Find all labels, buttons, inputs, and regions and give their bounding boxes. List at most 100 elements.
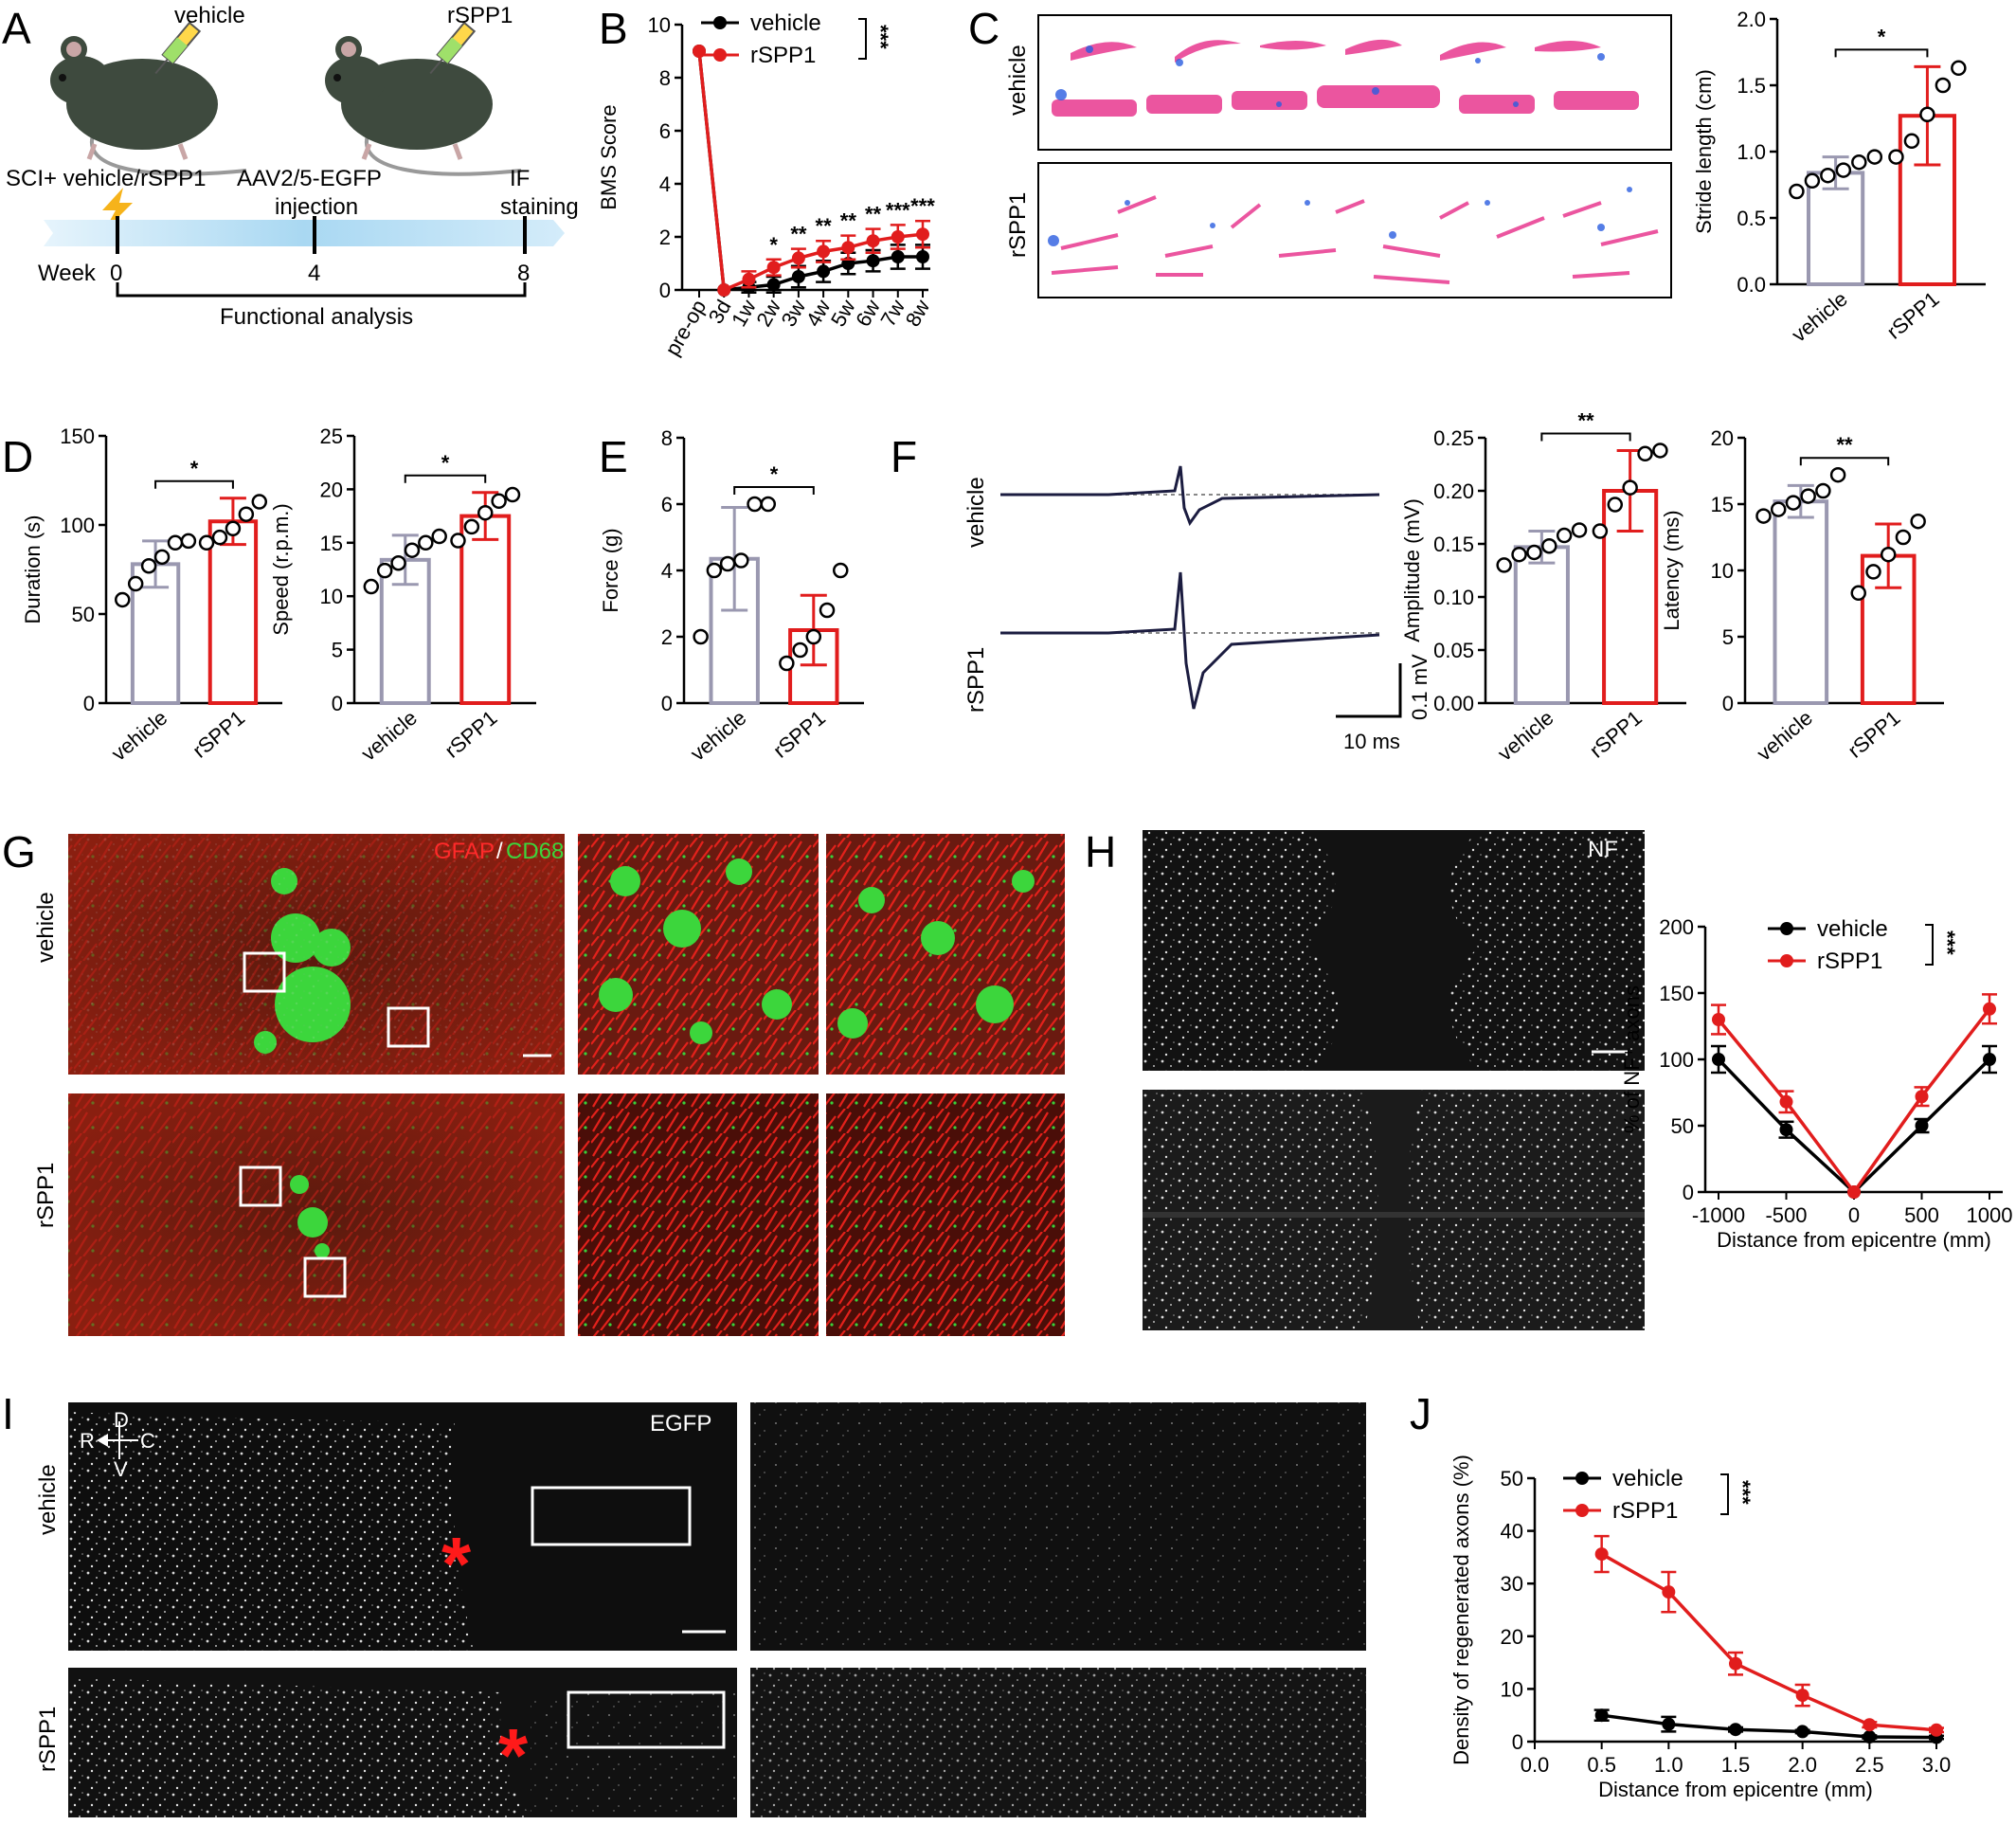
H-legend-bracket xyxy=(1925,924,1934,966)
J-x-tick-label: 1.5 xyxy=(1721,1753,1751,1777)
B-point-vehicle xyxy=(916,250,929,263)
E-y-tick-label: 2 xyxy=(661,625,673,649)
timeline-event-injection: injection xyxy=(275,194,358,220)
D1-x-tick-label: vehicle xyxy=(107,706,172,766)
D1-significance-label: * xyxy=(190,457,199,480)
D1-y-tick-label: 50 xyxy=(72,603,95,626)
timeline-event-staining: staining xyxy=(500,194,579,220)
D2-significance-label: * xyxy=(441,451,450,475)
panel-label-f: F xyxy=(891,432,917,481)
H-y-tick-label: 0 xyxy=(1683,1181,1694,1204)
F1-y-tick-label: 0.25 xyxy=(1433,426,1474,450)
F2-data-point xyxy=(1785,495,1802,511)
F1-y-tick-label: 0.10 xyxy=(1433,586,1474,609)
chart-e-force: 0 2 4 6 8 Force (g) vehicle rSPP1 * xyxy=(599,426,864,766)
J-legend-label-rSPP1: rSPP1 xyxy=(1612,1498,1678,1524)
B-point-rSPP1 xyxy=(866,234,880,248)
J-x-tick-label: 3.0 xyxy=(1922,1753,1952,1777)
F1-data-point xyxy=(1556,527,1573,544)
F2-x-tick-label: rSPP1 xyxy=(1844,706,1905,763)
C-data-point xyxy=(1835,162,1852,178)
H-point-rSPP1 xyxy=(1983,1002,1996,1016)
D2-y-tick-label: 20 xyxy=(320,478,343,501)
D2-x-tick-label: vehicle xyxy=(356,706,422,766)
C-data-point xyxy=(1951,60,1967,77)
F1-data-point xyxy=(1571,522,1588,538)
H-point-vehicle xyxy=(1712,1053,1725,1066)
F1-data-point xyxy=(1622,479,1638,496)
f-row-label-vehicle: vehicle xyxy=(963,477,989,548)
D1-data-point xyxy=(180,533,197,550)
B-point-rSPP1 xyxy=(791,251,805,265)
D2-y-tick-label: 15 xyxy=(320,532,343,555)
E-data-point xyxy=(833,562,849,579)
panel-label-j: J xyxy=(1410,1389,1431,1438)
E-significance-bracket xyxy=(733,486,815,495)
J-y-tick-label: 30 xyxy=(1501,1572,1523,1596)
D1-data-point xyxy=(167,534,184,551)
F2-data-point xyxy=(1815,482,1831,499)
H-legend-marker xyxy=(1780,922,1793,935)
D1-x-tick-label: rSPP1 xyxy=(188,706,249,763)
F1-data-point xyxy=(1496,557,1512,573)
E-y-tick-label: 8 xyxy=(661,426,673,450)
D2-data-point xyxy=(431,528,447,545)
D2-data-point xyxy=(477,504,494,521)
F2-y-axis-title: Latency (ms) xyxy=(1660,510,1683,630)
B-point-vehicle xyxy=(891,250,905,263)
C-data-point xyxy=(1935,77,1952,94)
H-y-tick-label: 200 xyxy=(1659,915,1694,939)
H-point-rSPP1 xyxy=(1915,1090,1929,1104)
D1-significance-bracket xyxy=(154,479,234,489)
F1-data-point xyxy=(1511,546,1527,563)
J-point-rSPP1 xyxy=(1930,1723,1943,1737)
D1-data-point xyxy=(211,529,228,546)
B-legend-bracket xyxy=(858,18,867,60)
E-y-axis-title: Force (g) xyxy=(599,528,622,612)
panel-label-a: A xyxy=(2,4,31,53)
D2-significance-bracket xyxy=(404,474,487,483)
D2-data-point xyxy=(450,533,466,549)
week-4: 4 xyxy=(308,261,320,286)
D1-y-tick-label: 0 xyxy=(83,692,95,715)
panel-label-b: B xyxy=(599,4,628,53)
mouse-label-vehicle: vehicle xyxy=(174,3,245,28)
B-point-vehicle xyxy=(866,254,880,268)
J-x-axis-title: Distance from epicentre (mm) xyxy=(1598,1778,1873,1801)
B-significance-label: *** xyxy=(910,194,935,218)
H-legend-significance: *** xyxy=(1935,931,1959,955)
svg-text:C: C xyxy=(140,1429,155,1453)
J-point-rSPP1 xyxy=(1795,1689,1809,1703)
B-series-line-vehicle xyxy=(697,50,923,292)
chart-f-amplitude: 0.00 0.05 0.10 0.15 0.20 0.25 Amplitude (mV) ve… xyxy=(1400,408,1686,766)
D2-y-tick-label: 10 xyxy=(320,585,343,608)
B-y-tick-label: 4 xyxy=(659,172,671,196)
h-stain-nf: NF xyxy=(1588,837,1618,862)
D2-data-point xyxy=(404,542,421,558)
F2-y-tick-label: 15 xyxy=(1711,493,1734,516)
scale-bar xyxy=(1336,663,1402,718)
F2-data-point xyxy=(1829,466,1846,483)
F1-data-point xyxy=(1541,537,1557,554)
H-x-tick-label: -1000 xyxy=(1692,1203,1745,1227)
i-row-label-vehicle: vehicle xyxy=(35,1464,61,1535)
c-row-label-vehicle: vehicle xyxy=(1005,45,1031,116)
B-y-tick-label: 8 xyxy=(659,66,671,90)
H-point-vehicle xyxy=(1983,1053,1996,1066)
J-point-rSPP1 xyxy=(1729,1656,1742,1671)
B-point-rSPP1 xyxy=(817,244,831,259)
functional-bracket xyxy=(116,282,527,298)
lesion-mark-rspp1: * xyxy=(498,1713,529,1798)
panel-f-traces: vehicle rSPP1 0.1 mV 10 ms xyxy=(963,465,1431,753)
C-y-axis-title: Stride length (cm) xyxy=(1692,69,1716,234)
timeline-event-aav: AAV2/5-EGFP xyxy=(237,166,382,191)
J-x-tick-label: 2.0 xyxy=(1788,1753,1817,1777)
F2-data-point xyxy=(1755,508,1772,524)
J-legend-bracket xyxy=(1720,1473,1729,1515)
D1-data-point xyxy=(251,494,268,510)
D1-y-tick-label: 100 xyxy=(60,514,95,537)
F1-data-point xyxy=(1652,443,1668,459)
C-significance-label: * xyxy=(1878,25,1886,48)
panel-i-images: * * EGFP D R C V vehicle rSPP1 xyxy=(35,1402,1366,1817)
